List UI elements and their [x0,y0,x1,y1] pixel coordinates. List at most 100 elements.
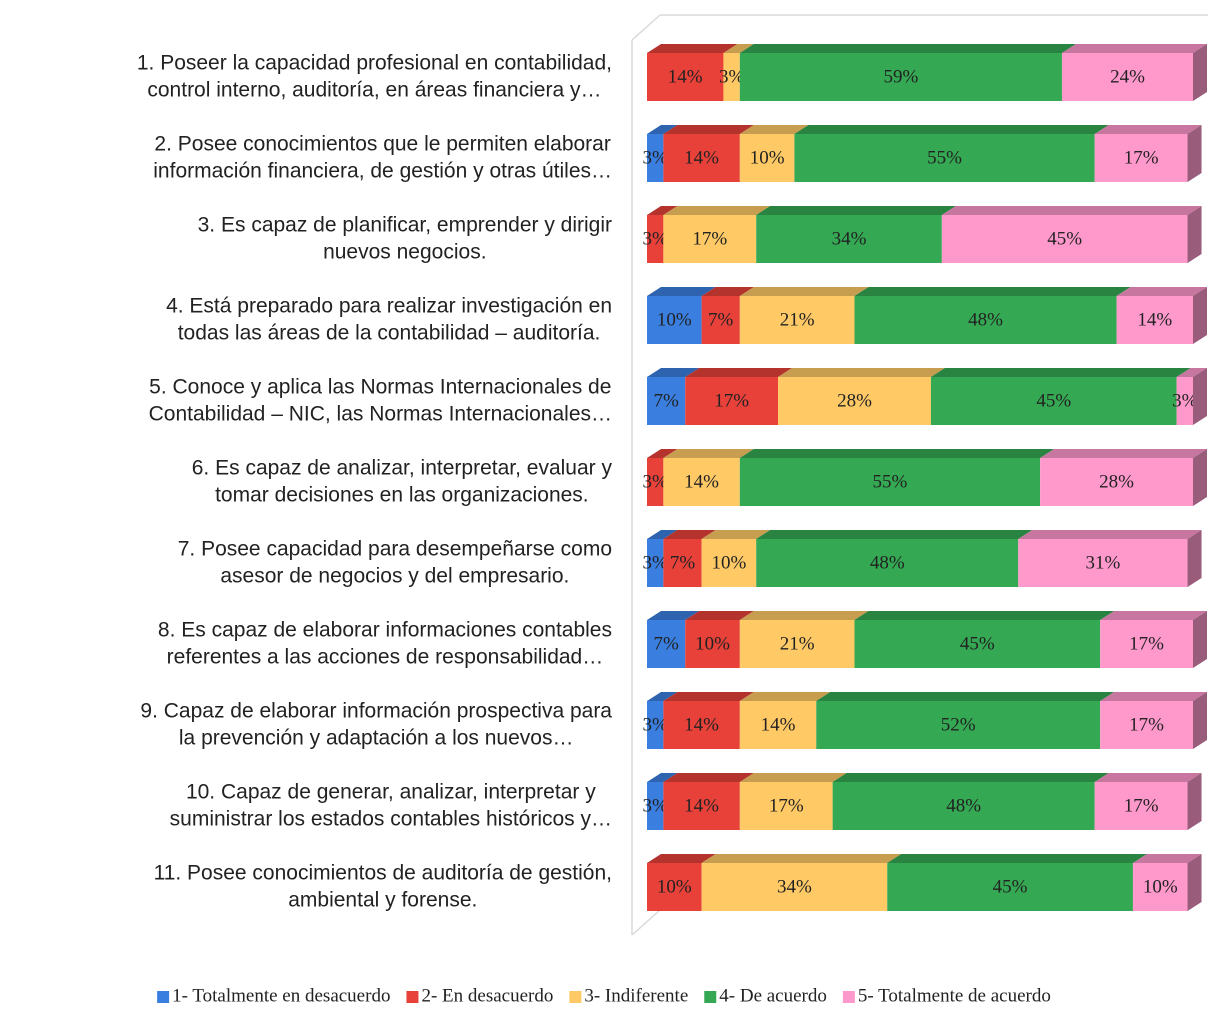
category-label: información financiera, de gestión y otr… [153,160,612,183]
data-label: 3% [643,552,669,573]
bar-top [854,287,1131,296]
bar-top [1100,692,1207,701]
bar-top [647,368,700,377]
bar-top [739,611,869,620]
bar-segment [647,296,702,344]
bar-top [663,206,771,215]
bar-top [663,449,754,458]
bar-side [1193,449,1207,506]
category-label: 4. Está preparado para realizar investig… [166,295,612,318]
bar-segment [663,215,757,263]
bar-top [756,206,956,215]
bar-segment [647,215,664,263]
bar-segment [739,296,855,344]
bar-segment [1116,296,1193,344]
data-label: 10% [657,309,692,330]
data-label: 45% [1047,228,1082,249]
data-label: 24% [1110,66,1145,87]
data-label: 17% [1124,795,1159,816]
data-label: 10% [695,633,730,654]
data-label: 10% [750,147,785,168]
bar-segment [723,53,740,101]
bar-top [663,773,754,782]
bar-top [739,692,831,701]
data-label: 14% [684,471,719,492]
data-label: 45% [960,633,995,654]
bar-segment [832,782,1095,830]
bar-top [1094,773,1202,782]
category-label: 10. Capaz de generar, analizar, interpre… [186,781,596,804]
data-label: 7% [708,309,734,330]
bar-top [647,44,738,53]
bar-segment [756,215,942,263]
bar-segment [701,296,740,344]
bar-segment [647,458,664,506]
data-label: 17% [692,228,727,249]
bar-side [1187,125,1202,182]
legend-swatch [569,991,582,1003]
data-label: 34% [832,228,867,249]
bar-top [663,692,754,701]
data-label: 17% [1129,714,1164,735]
data-label: 3% [1172,390,1198,411]
category-label: 8. Es capaz de elaborar informaciones co… [158,619,612,642]
data-label: 34% [777,876,812,897]
bar-segment [685,620,740,668]
data-label: 45% [993,876,1028,897]
data-label: 14% [668,66,703,87]
bar-top [647,773,678,782]
bar-segment [1094,782,1188,830]
bar-segment [647,377,686,425]
bar-top [647,530,678,539]
bar-top [778,368,945,377]
bar-segment [1100,701,1193,749]
bar-segment [647,863,702,911]
bar-top [663,530,716,539]
bar-top [832,773,1109,782]
legend-label: 1- Totalmente en desacuerdo [172,985,390,1006]
bar-segment [739,701,817,749]
bar-segment [663,539,702,587]
bar-side [1193,692,1207,749]
bar-side [1187,773,1202,830]
bar-segment [1040,458,1193,506]
data-label: 3% [719,66,745,87]
bar-top [1132,854,1202,863]
category-label: todas las áreas de la contabilidad – aud… [178,322,601,345]
bar-top [647,206,678,215]
bar-segment [685,377,779,425]
category-label: la prevención y adaptación a los nuevos… [179,727,574,750]
legend-swatch [704,991,717,1003]
data-label: 17% [1124,147,1159,168]
data-label: 45% [1036,390,1071,411]
category-label: nuevos negocios. [323,241,486,264]
legend-swatch [842,991,855,1003]
bar-top [723,44,754,53]
data-label: 10% [711,552,746,573]
bar-top [1061,44,1207,53]
bar-top [685,611,754,620]
data-label: 48% [946,795,981,816]
data-label: 52% [941,714,976,735]
bar-top [739,287,869,296]
bar-segment [941,215,1188,263]
bar-segment [647,782,664,830]
bar-top [739,773,847,782]
legend-swatch [406,991,419,1003]
bar-segment [647,539,664,587]
bar-top [647,449,678,458]
bar-top [1116,287,1207,296]
bar-segment [739,620,855,668]
legend-label: 5- Totalmente de acuerdo [858,985,1051,1006]
category-label: 1. Poseer la capacidad profesional en co… [137,52,612,75]
category-label: Contabilidad – NIC, las Normas Internaci… [149,403,612,426]
data-label: 17% [769,795,804,816]
bar-segment [663,134,740,182]
bar-top [1100,611,1207,620]
category-label: control interno, auditoría, en áreas fin… [147,79,601,102]
bar-segment [794,134,1095,182]
data-label: 10% [1143,876,1178,897]
bar-segment [701,863,888,911]
category-label: 9. Capaz de elaborar información prospec… [140,700,612,723]
